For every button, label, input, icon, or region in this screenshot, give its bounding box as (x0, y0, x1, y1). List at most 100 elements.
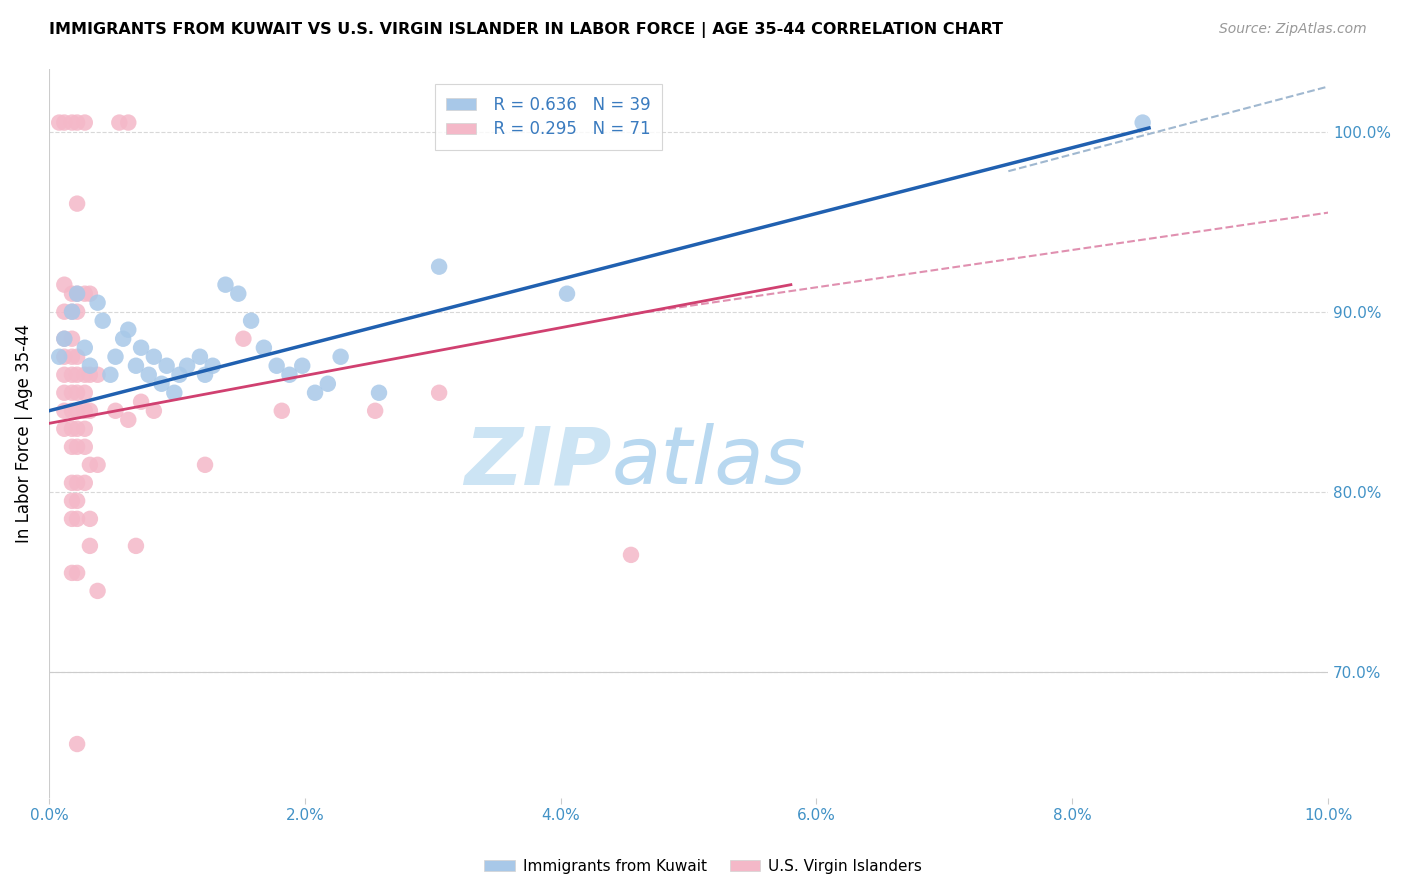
Point (138, 368, 160, 382)
Point (79, 539, 101, 553)
Point (368, 385, 391, 400)
Point (117, 413, 139, 427)
Point (316, 376, 339, 391)
Point (66, 196, 89, 211)
Text: atlas: atlas (612, 424, 807, 501)
Point (79, 368, 101, 382)
Point (427, 385, 450, 400)
Point (304, 385, 326, 400)
Point (329, 350, 352, 364)
Point (79, 359, 101, 373)
Point (1132, 115, 1154, 129)
Point (163, 385, 186, 400)
Point (66, 493, 89, 508)
Point (66, 286, 89, 301)
Point (60, 404, 83, 418)
Point (66, 566, 89, 580)
Point (60, 115, 83, 129)
Point (53, 277, 76, 292)
Point (73, 368, 96, 382)
Point (188, 350, 211, 364)
Point (48, 350, 70, 364)
Y-axis label: In Labor Force | Age 35-44: In Labor Force | Age 35-44 (15, 324, 32, 543)
Point (79, 286, 101, 301)
Text: Source: ZipAtlas.com: Source: ZipAtlas.com (1219, 22, 1367, 37)
Point (194, 368, 217, 382)
Point (142, 350, 165, 364)
Point (53, 332, 76, 346)
Point (48, 115, 70, 129)
Point (125, 359, 148, 373)
Point (620, 548, 643, 562)
Point (104, 404, 127, 418)
Point (53, 368, 76, 382)
Point (60, 422, 83, 436)
Point (60, 475, 83, 490)
Point (73, 341, 96, 355)
Point (66, 304, 89, 318)
Point (156, 359, 179, 373)
Point (86, 368, 108, 382)
Point (60, 286, 83, 301)
Point (555, 286, 578, 301)
Point (60, 304, 83, 318)
Point (108, 115, 131, 129)
Point (117, 323, 139, 337)
Point (232, 332, 254, 346)
Point (66, 440, 89, 454)
Point (91, 314, 114, 328)
Point (73, 115, 96, 129)
Point (66, 115, 89, 129)
Point (73, 286, 96, 301)
Point (86, 458, 108, 472)
Point (73, 404, 96, 418)
Point (142, 404, 165, 418)
Text: ZIP: ZIP (464, 424, 612, 501)
Point (253, 341, 276, 355)
Point (60, 512, 83, 526)
Point (266, 359, 288, 373)
Point (60, 332, 83, 346)
Point (66, 512, 89, 526)
Point (53, 422, 76, 436)
Point (66, 350, 89, 364)
Point (79, 404, 101, 418)
Point (176, 359, 198, 373)
Point (53, 332, 76, 346)
Point (66, 286, 89, 301)
Point (100, 368, 122, 382)
Point (129, 341, 152, 355)
Legend: Immigrants from Kuwait, U.S. Virgin Islanders: Immigrants from Kuwait, U.S. Virgin Isla… (478, 853, 928, 880)
Point (150, 376, 173, 391)
Point (53, 115, 76, 129)
Point (201, 359, 224, 373)
Point (104, 350, 127, 364)
Point (60, 368, 83, 382)
Point (60, 304, 83, 318)
Legend:   R = 0.636   N = 39,   R = 0.295   N = 71: R = 0.636 N = 39, R = 0.295 N = 71 (434, 84, 662, 150)
Point (53, 404, 76, 418)
Point (66, 385, 89, 400)
Point (73, 422, 96, 436)
Point (240, 314, 263, 328)
Point (291, 359, 314, 373)
Point (53, 304, 76, 318)
Point (60, 440, 83, 454)
Point (112, 332, 135, 346)
Point (214, 277, 236, 292)
Point (66, 422, 89, 436)
Point (53, 385, 76, 400)
Point (129, 394, 152, 409)
Point (60, 385, 83, 400)
Point (194, 458, 217, 472)
Point (79, 458, 101, 472)
Point (66, 737, 89, 751)
Point (86, 295, 108, 310)
Point (60, 493, 83, 508)
Point (66, 368, 89, 382)
Point (79, 512, 101, 526)
Point (427, 260, 450, 274)
Point (125, 539, 148, 553)
Point (60, 350, 83, 364)
Text: IMMIGRANTS FROM KUWAIT VS U.S. VIRGIN ISLANDER IN LABOR FORCE | AGE 35-44 CORREL: IMMIGRANTS FROM KUWAIT VS U.S. VIRGIN IS… (49, 22, 1004, 38)
